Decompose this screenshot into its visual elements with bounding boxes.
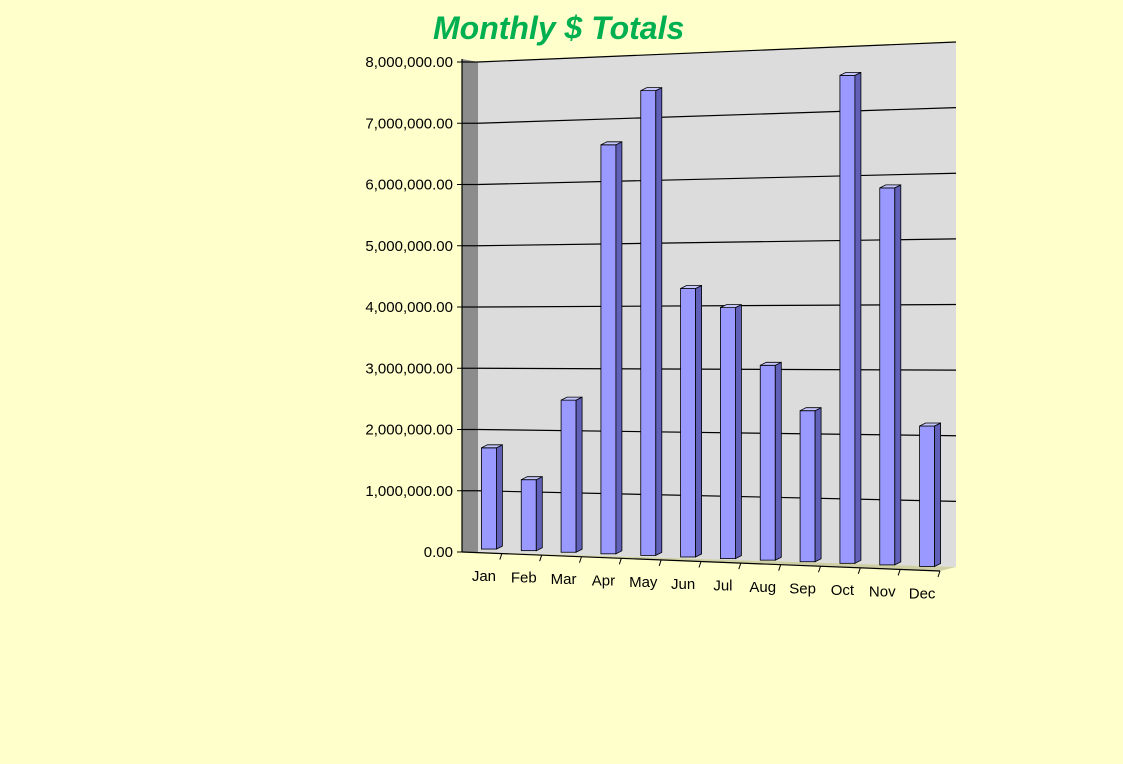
bar-top-jun: [680, 285, 702, 289]
bar-side-jul: [735, 303, 742, 560]
x-tick-mark: [897, 569, 901, 576]
x-tick-mark: [618, 558, 622, 565]
bar-top-nov: [879, 184, 901, 189]
gridline: [477, 367, 957, 371]
bar-feb: [520, 479, 537, 552]
y-tick-label: 8,000,000.00: [365, 54, 453, 71]
x-tick-label: Nov: [869, 584, 896, 601]
x-tick-label: Jul: [713, 577, 732, 594]
bar-top-may: [640, 87, 662, 91]
x-tick-label: Jun: [671, 576, 695, 593]
y-tick-label: 5,000,000.00: [365, 238, 453, 255]
x-tick-mark: [499, 553, 503, 560]
bar-top-aug: [760, 361, 782, 366]
x-tick-label: Oct: [831, 582, 855, 599]
gridline: [477, 107, 957, 124]
x-tick-mark: [818, 566, 821, 573]
x-tick-mark: [937, 570, 941, 578]
bar-top-mar: [560, 396, 583, 401]
y-tick-label: 0.00: [424, 544, 453, 561]
bar-side-oct: [854, 71, 862, 564]
bar-side-nov: [894, 184, 902, 566]
x-tick-label: Aug: [749, 579, 776, 596]
bar-jul: [720, 307, 736, 559]
bar-side-apr: [615, 141, 623, 555]
bar-sep: [799, 410, 816, 563]
bar-top-oct: [839, 72, 862, 76]
x-tick-mark: [579, 556, 582, 563]
y-tick-label: 3,000,000.00: [365, 360, 453, 377]
x-tick-label: Dec: [909, 585, 936, 602]
gridline: [477, 490, 957, 502]
bar-top-jan: [481, 444, 503, 449]
bar-side-mar: [575, 396, 583, 553]
bar-aug: [759, 364, 776, 561]
bar-side-dec: [934, 422, 941, 568]
x-tick-label: May: [629, 574, 658, 591]
y-tick-label: 6,000,000.00: [365, 177, 453, 194]
x-tick-label: Sep: [789, 581, 816, 598]
bar-jun: [680, 288, 696, 558]
x-tick-mark: [658, 559, 662, 567]
bar-mar: [560, 399, 577, 553]
gridline: [477, 41, 957, 63]
gridline: [477, 428, 957, 437]
bar-side-sep: [814, 407, 822, 563]
bar-dec: [919, 425, 935, 567]
bar-jan: [481, 447, 497, 550]
bar-side-feb: [535, 476, 543, 552]
x-tick-mark: [738, 562, 742, 570]
x-tick-label: Feb: [511, 569, 537, 586]
x-tick-mark: [857, 567, 861, 574]
bar-side-jun: [695, 284, 702, 558]
y-tick-label: 4,000,000.00: [365, 299, 453, 316]
bar-side-may: [655, 86, 663, 557]
y-tick-label: 7,000,000.00: [365, 115, 453, 132]
gridline: [477, 303, 957, 308]
bar-top-sep: [799, 407, 822, 412]
gridline: [477, 172, 957, 186]
bar-top-apr: [600, 141, 623, 146]
bar-top-feb: [521, 476, 543, 481]
bar-may: [640, 90, 657, 556]
bar-nov: [879, 187, 896, 566]
bar-side-jan: [495, 444, 503, 550]
x-tick-label: Jan: [472, 568, 496, 585]
bar-side-aug: [774, 361, 782, 561]
x-tick-label: Apr: [592, 573, 615, 590]
y-tick-label: 2,000,000.00: [365, 422, 453, 439]
bar-oct: [839, 74, 856, 564]
bar-top-jul: [720, 304, 742, 309]
x-tick-label: Mar: [551, 571, 577, 588]
bar-top-dec: [919, 422, 941, 427]
x-tick-mark: [698, 561, 702, 568]
x-tick-mark: [778, 564, 782, 571]
bar-apr: [600, 144, 617, 555]
gridline: [477, 238, 957, 247]
x-tick-mark: [539, 555, 543, 562]
side-wall: [462, 59, 478, 552]
back-wall: [478, 42, 956, 567]
y-tick-label: 1,000,000.00: [365, 483, 453, 500]
chart-title: Monthly $ Totals: [433, 10, 685, 46]
